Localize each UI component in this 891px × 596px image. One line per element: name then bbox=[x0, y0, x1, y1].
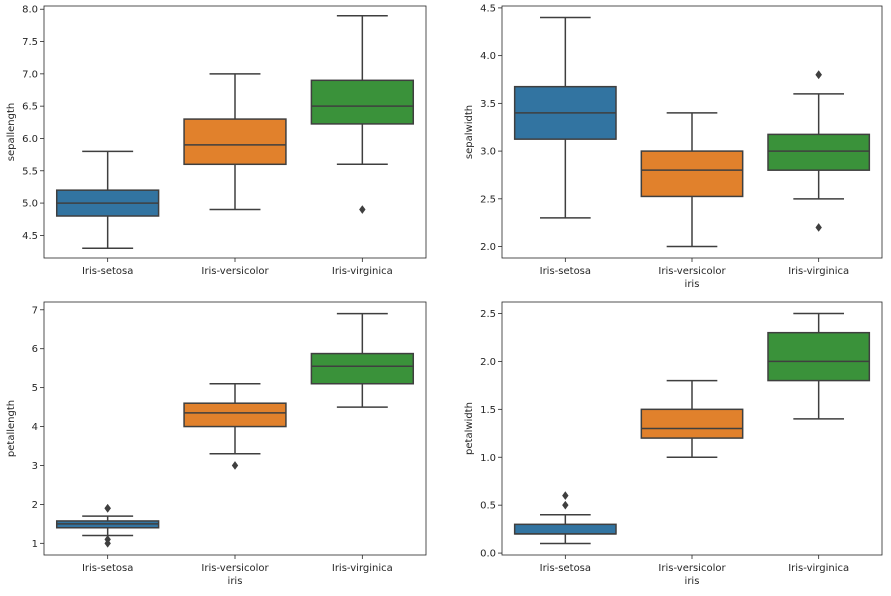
outlier-point bbox=[815, 223, 822, 232]
x-tick-label: Iris-setosa bbox=[540, 266, 591, 277]
box-iris-setosa bbox=[513, 16, 617, 219]
x-tick-label: Iris-virginica bbox=[788, 563, 849, 574]
box-iqr bbox=[310, 352, 415, 385]
y-tick-label: 3.0 bbox=[480, 147, 496, 158]
x-tick-label: Iris-versicolor bbox=[658, 563, 726, 574]
y-tick-label: 4.0 bbox=[480, 51, 496, 62]
outlier-point bbox=[815, 70, 822, 80]
chart-panel-4: 0.0 0.5 1.0 1.5 2.0 2.5 Iris-setosa Iris-versic… bbox=[464, 301, 883, 587]
box-iqr bbox=[640, 150, 744, 198]
x-tick-label: Iris-versicolor bbox=[201, 266, 269, 277]
x-tick-label: Iris-virginica bbox=[788, 266, 849, 277]
box-iris-versicolor bbox=[183, 382, 287, 470]
y-tick-label: 0.0 bbox=[480, 549, 496, 560]
box-iris-virginica bbox=[310, 14, 415, 214]
box-iqr bbox=[513, 523, 617, 535]
y-tick-label: 5 bbox=[32, 383, 38, 394]
y-tick-label: 5.5 bbox=[22, 166, 38, 177]
y-tick-label: 6.5 bbox=[22, 102, 38, 113]
outlier-point bbox=[104, 539, 111, 548]
y-tick-label: 1.5 bbox=[480, 405, 496, 416]
x-tick-label: Iris-virginica bbox=[332, 266, 393, 277]
box-iris-setosa bbox=[55, 150, 160, 250]
box-iris-virginica bbox=[310, 312, 415, 408]
y-axis-label: sepallength bbox=[6, 103, 17, 162]
y-tick-label: 4.5 bbox=[480, 3, 496, 14]
y-tick-label: 1 bbox=[32, 539, 38, 550]
box-iqr bbox=[183, 402, 287, 428]
box-iris-versicolor bbox=[183, 73, 287, 211]
y-tick-label: 2.5 bbox=[480, 309, 496, 320]
box-iris-setosa bbox=[513, 491, 617, 545]
box-iqr bbox=[767, 331, 871, 382]
chart-panel-3: 1 2 3 4 5 6 7 Iris-setosa Iris-versicolor Iris-vi… bbox=[6, 301, 427, 587]
x-axis-label: iris bbox=[685, 576, 700, 587]
x-tick-label: Iris-setosa bbox=[82, 266, 133, 277]
y-tick-label: 8.0 bbox=[22, 5, 38, 16]
x-tick-label: Iris-virginica bbox=[332, 563, 393, 574]
y-tick-label: 6.0 bbox=[22, 134, 38, 145]
x-axis-label: iris bbox=[228, 576, 243, 587]
y-tick-label: 2.0 bbox=[480, 242, 496, 253]
box-iris-virginica bbox=[767, 312, 871, 420]
y-axis-label: petalwidth bbox=[464, 402, 475, 455]
y-tick-label: 2 bbox=[32, 500, 38, 511]
x-tick-label: Iris-setosa bbox=[540, 563, 591, 574]
outlier-point bbox=[562, 500, 569, 510]
box-iqr bbox=[767, 133, 871, 171]
y-tick-label: 2.0 bbox=[480, 357, 496, 368]
y-axis-label: petallength bbox=[6, 400, 17, 457]
y-tick-label: 4 bbox=[32, 422, 38, 433]
outlier-point bbox=[562, 491, 569, 500]
box-iris-versicolor bbox=[640, 379, 744, 458]
y-axis-label: sepalwidth bbox=[464, 105, 475, 159]
y-tick-label: 7.0 bbox=[22, 69, 38, 80]
outlier-point bbox=[359, 205, 366, 214]
y-tick-label: 2.5 bbox=[480, 194, 496, 205]
box-iqr bbox=[640, 408, 744, 439]
box-iris-versicolor bbox=[640, 112, 744, 248]
y-tick-label: 7 bbox=[32, 305, 38, 316]
box-iqr bbox=[310, 79, 415, 125]
outlier-point bbox=[104, 503, 111, 513]
chart-panel-1: 4.5 5.0 5.5 6.0 6.5 7.0 7.5 8.0 Iris-setosa Iris-… bbox=[6, 5, 427, 277]
y-tick-label: 5.0 bbox=[22, 199, 38, 210]
y-tick-label: 3.5 bbox=[480, 99, 496, 110]
y-tick-label: 7.5 bbox=[22, 37, 38, 48]
y-tick-label: 6 bbox=[32, 344, 38, 355]
y-tick-label: 3 bbox=[32, 461, 38, 472]
chart-panel-2: 2.0 2.5 3.0 3.5 4.0 4.5 Iris-setosa Iris-versic… bbox=[464, 3, 883, 290]
box-iris-setosa bbox=[55, 503, 160, 548]
outlier-point bbox=[231, 461, 239, 470]
y-tick-label: 0.5 bbox=[480, 501, 496, 512]
y-tick-label: 1.0 bbox=[480, 453, 496, 464]
x-tick-label: Iris-versicolor bbox=[201, 563, 269, 574]
y-tick-label: 4.5 bbox=[22, 231, 38, 242]
box-iris-virginica bbox=[767, 70, 871, 232]
x-tick-label: Iris-setosa bbox=[82, 563, 133, 574]
x-tick-label: Iris-versicolor bbox=[658, 266, 726, 277]
box-iqr bbox=[183, 118, 287, 166]
x-axis-label: iris bbox=[685, 279, 700, 290]
